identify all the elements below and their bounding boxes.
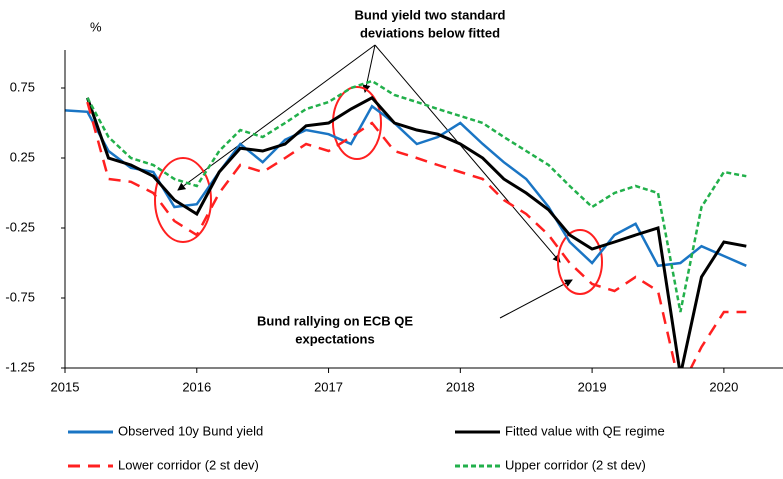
legend-label: Lower corridor (2 st dev): [118, 457, 259, 472]
legend-label: Observed 10y Bund yield: [118, 423, 263, 438]
x-tick-label: 2020: [709, 379, 738, 394]
y-tick-label: -0.75: [5, 289, 35, 304]
y-tick-label: 0.75: [10, 79, 35, 94]
y-tick-label: 0.25: [10, 149, 35, 164]
annotation: Bund yield two standard: [355, 7, 506, 22]
x-tick-label: 2017: [314, 379, 343, 394]
series-line: [65, 104, 747, 268]
annotation: Bund rallying on ECB QE: [257, 313, 413, 328]
y-tick-label: -1.25: [5, 359, 35, 374]
legend-label: Upper corridor (2 st dev): [505, 457, 646, 472]
annotation-shapes: [177, 44, 573, 319]
annotation: expectations: [295, 331, 374, 346]
x-tick-label: 2016: [182, 379, 211, 394]
x-tick-label: 2015: [51, 379, 80, 394]
y-tick-label: -0.25: [5, 219, 35, 234]
x-tick-label: 2019: [578, 379, 607, 394]
series-line: [86, 79, 747, 313]
annotation: deviations below fitted: [360, 25, 500, 40]
x-tick-label: 2018: [446, 379, 475, 394]
series-line: [85, 95, 747, 368]
legend-label: Fitted value with QE regime: [505, 423, 665, 438]
series-line: [86, 101, 747, 368]
highlight-circles: [154, 86, 603, 295]
unit-label: %: [90, 19, 102, 34]
